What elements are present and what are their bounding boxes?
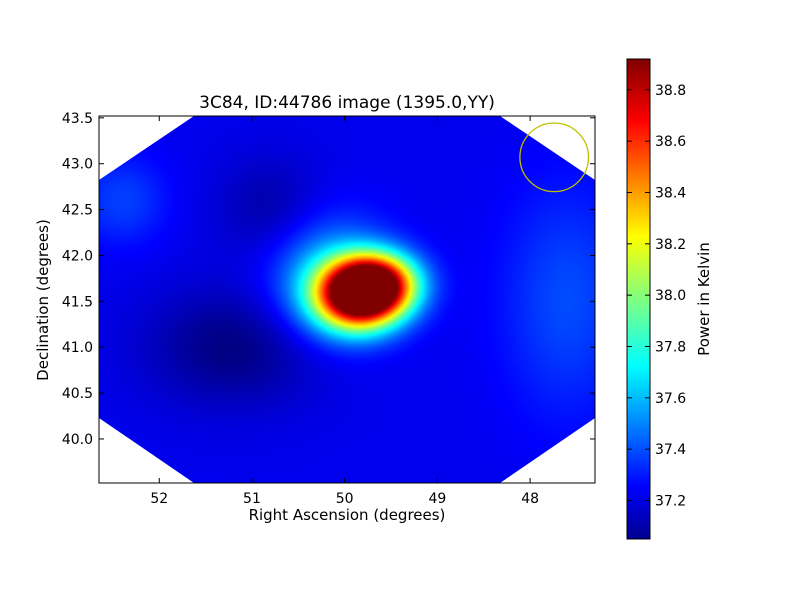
y-axis-label: Declination (degrees) bbox=[34, 219, 52, 381]
y-tick-label: 43.0 bbox=[62, 157, 93, 173]
beam-circle bbox=[519, 122, 590, 193]
x-tick-label: 49 bbox=[428, 491, 446, 507]
y-tick-label: 42.5 bbox=[62, 203, 93, 219]
colorbar-tick-label: 37.4 bbox=[655, 442, 686, 458]
plot-frame bbox=[98, 115, 596, 484]
x-tick-label: 48 bbox=[521, 491, 539, 507]
colorbar-tick-label: 38.2 bbox=[655, 237, 686, 253]
y-tick-label: 40.5 bbox=[62, 386, 93, 402]
colorbar-axis: 37.2 37.4 37.6 37.8 38.0 38.2 38.4 38.6 38.8 bbox=[627, 83, 686, 509]
colorbar-tick-label: 38.6 bbox=[655, 134, 686, 150]
y-tick-label: 40.0 bbox=[62, 432, 93, 448]
y-tick-label: 43.5 bbox=[62, 111, 93, 127]
colorbar-tick-label: 38.0 bbox=[655, 288, 686, 304]
colorbar-tick-label: 37.8 bbox=[655, 339, 686, 355]
colorbar-tick-label: 37.2 bbox=[655, 493, 686, 509]
y-tick-label: 41.0 bbox=[62, 340, 93, 356]
chart-title: 3C84, ID:44786 image (1395.0,YY) bbox=[199, 93, 495, 113]
colorbar-tick-label: 38.8 bbox=[655, 83, 686, 99]
y-tick-label: 42.0 bbox=[62, 248, 93, 264]
y-tick-label: 41.5 bbox=[62, 294, 93, 310]
colorbar-label: Power in Kelvin bbox=[695, 242, 713, 356]
x-tick-label: 50 bbox=[336, 491, 354, 507]
x-tick-label: 52 bbox=[150, 491, 168, 507]
colorbar-tick-label: 38.4 bbox=[655, 185, 686, 201]
x-axis-label: Right Ascension (degrees) bbox=[249, 506, 446, 524]
heatmap-image bbox=[99, 116, 595, 483]
y-axis: 40.0 40.5 41.0 41.5 42.0 42.5 43.0 43.5 bbox=[62, 111, 595, 448]
colorbar bbox=[626, 58, 651, 540]
colorbar-tick-label: 37.6 bbox=[655, 391, 686, 407]
x-tick-label: 51 bbox=[243, 491, 261, 507]
x-axis: 52 51 50 49 48 bbox=[150, 116, 539, 507]
